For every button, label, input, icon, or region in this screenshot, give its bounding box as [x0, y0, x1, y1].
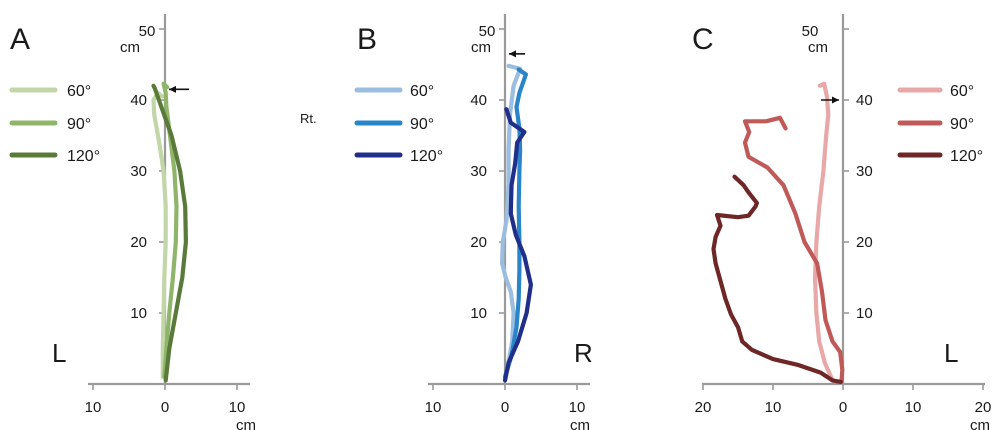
panel-c-x-tick-label: 20 — [695, 399, 712, 416]
panel-c-trace-3 — [711, 174, 844, 384]
panel-b-x-tick-label: 0 — [501, 399, 509, 416]
panel-a-y-tick-label: 30 — [130, 163, 147, 180]
panel-a-y-tick-label: 10 — [130, 305, 147, 322]
panel-a-x-tick-label: 0 — [161, 399, 169, 416]
panel-b-rt-label: Rt. — [300, 111, 317, 126]
panel-b-legend-label: 60° — [410, 83, 434, 100]
panel-b-trace-1 — [500, 63, 523, 372]
panel-a-y-tick-label: 20 — [130, 234, 147, 251]
panel-c-letter: C — [692, 23, 714, 56]
panel-b-arrow-head — [509, 50, 516, 58]
panel-c-x-unit: cm — [970, 417, 990, 430]
panel-b-legend: 60° 90° 120° — [354, 83, 443, 165]
panel-c-x-tick-label: 10 — [765, 399, 782, 416]
panel-c-legend-label: 90° — [950, 116, 974, 133]
panel-b-legend-label: 90° — [410, 116, 434, 133]
panel-a-y-unit: cm — [120, 39, 140, 56]
panel-c-arrow-head — [832, 96, 839, 104]
panel-b-x-tick-label: 10 — [425, 399, 442, 416]
panel-a-y-tick-label: 40 — [130, 92, 147, 109]
panel-c-legend-label: 60° — [950, 83, 974, 100]
panel-c: C L cm cm 10 20 30 40 50 20 10 0 10 20 60° 90° 120° — [692, 14, 991, 430]
panel-b-y-unit: cm — [471, 39, 491, 56]
panel-a-arrow-head — [169, 85, 176, 93]
panel-b-traces — [500, 63, 534, 383]
panel-c-trace-1 — [812, 81, 835, 383]
panel-a-legend-label: 90° — [67, 116, 91, 133]
panel-b-arrow — [509, 50, 525, 58]
panel-a-side-label: L — [52, 338, 66, 368]
panel-b-legend-label: 120° — [410, 148, 443, 165]
panel-b-trace-2 — [502, 67, 529, 379]
panel-a-arrow — [169, 85, 189, 93]
panel-c-y-tick-label: 20 — [856, 234, 873, 251]
panel-b-letter: B — [357, 23, 377, 56]
panel-c-axes: 10 20 30 40 50 20 10 0 10 20 — [695, 14, 992, 416]
panel-c-x-tick-label: 0 — [839, 399, 847, 416]
panel-a-y-tick-label: 50 — [139, 23, 156, 40]
panel-c-x-tick-label: 20 — [975, 399, 992, 416]
panel-c-legend: 60° 90° 120° — [897, 83, 983, 165]
panel-b-x-unit: cm — [570, 417, 590, 430]
panel-b-y-tick-label: 20 — [470, 234, 487, 251]
panel-a-x-unit: cm — [236, 417, 256, 430]
panel-b-y-tick-label: 50 — [479, 23, 496, 40]
panel-a-x-tick-label: 10 — [229, 399, 246, 416]
panel-c-trace-2 — [742, 115, 845, 383]
panel-a: A L cm cm 10 20 30 40 50 10 0 10 60° 90° 120° — [9, 14, 256, 430]
panel-c-traces — [711, 81, 845, 384]
panel-b-axes: 10 20 30 40 50 10 0 10 — [425, 14, 590, 416]
panel-c-side-label: L — [944, 338, 958, 368]
panel-c-x-tick-label: 10 — [905, 399, 922, 416]
panel-a-x-tick-label: 10 — [85, 399, 102, 416]
panel-c-legend-label: 120° — [950, 148, 983, 165]
panel-a-legend-label: 60° — [67, 83, 91, 100]
panel-a-legend-label: 120° — [67, 148, 100, 165]
panel-b-y-tick-label: 40 — [470, 92, 487, 109]
panel-b-side-label: R — [574, 338, 593, 368]
panel-c-y-tick-label: 30 — [856, 163, 873, 180]
panel-b-trace-3 — [502, 107, 534, 383]
panel-c-y-tick-label: 40 — [856, 92, 873, 109]
panel-c-y-unit: cm — [808, 39, 828, 56]
panel-a-trace-2 — [161, 81, 179, 379]
panel-b-y-tick-label: 10 — [470, 305, 487, 322]
panel-b-x-tick-label: 10 — [569, 399, 586, 416]
panel-a-legend: 60° 90° 120° — [9, 83, 100, 165]
panel-c-y-tick-label: 10 — [856, 305, 873, 322]
panel-a-trace-3 — [151, 83, 188, 383]
panel-b-y-tick-label: 30 — [470, 163, 487, 180]
panel-a-traces — [151, 81, 188, 383]
panel-a-trace-1 — [151, 90, 168, 379]
panel-b: B R cm cm Rt. 10 20 30 40 50 10 0 10 60° 90° 120° — [300, 14, 593, 430]
panel-c-arrow — [821, 96, 839, 104]
panel-c-y-tick-label: 50 — [802, 23, 819, 40]
panel-a-letter: A — [10, 23, 30, 56]
